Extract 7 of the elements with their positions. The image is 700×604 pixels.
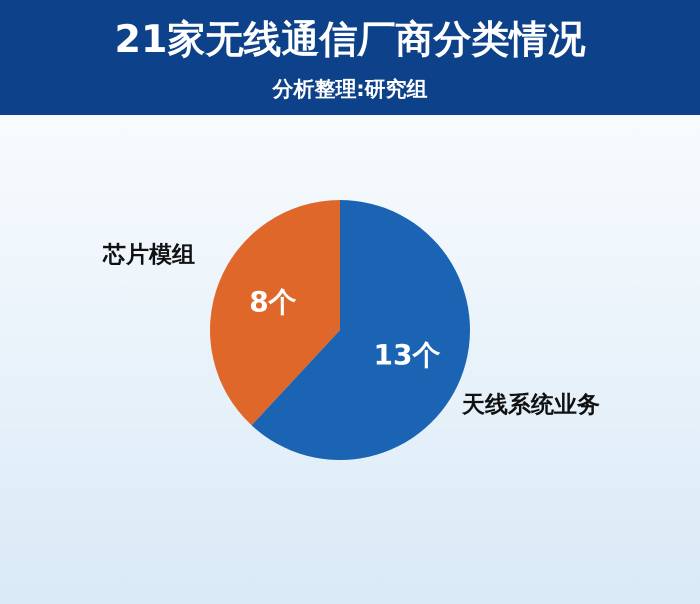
chart-subtitle: 分析整理:研究组	[271, 76, 429, 103]
slice-label: 芯片模组	[102, 242, 196, 268]
slice-label: 天线系统业务	[460, 392, 600, 418]
data-label: 13个	[374, 338, 441, 372]
pie-slice	[210, 200, 340, 426]
chart-title: 21家无线通信厂商分类情况	[114, 16, 586, 63]
data-label: 8个	[249, 286, 297, 319]
